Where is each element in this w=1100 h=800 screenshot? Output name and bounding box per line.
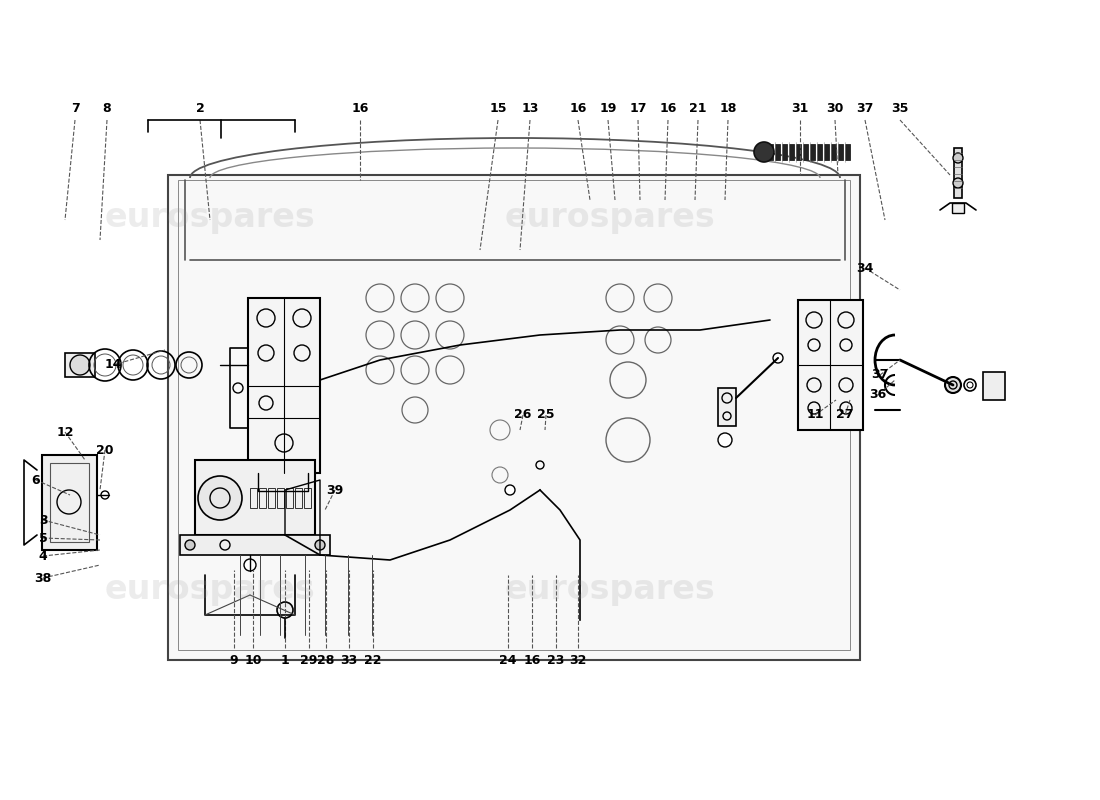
Circle shape (70, 355, 90, 375)
Text: 8: 8 (102, 102, 111, 114)
Bar (798, 300, 864, 430)
Circle shape (953, 178, 962, 188)
Bar (248, 298, 320, 473)
Bar (824, 144, 829, 160)
Bar (817, 144, 822, 160)
Text: 9: 9 (230, 654, 239, 666)
Text: 39: 39 (327, 483, 343, 497)
Bar (796, 144, 801, 160)
Bar (845, 144, 850, 160)
Bar (277, 488, 284, 508)
Bar (304, 488, 311, 508)
Text: 29: 29 (300, 654, 318, 666)
Circle shape (773, 353, 783, 363)
Text: 14: 14 (104, 358, 122, 371)
Text: 15: 15 (490, 102, 507, 114)
Text: 23: 23 (548, 654, 564, 666)
Text: 2: 2 (196, 102, 205, 114)
Bar (776, 144, 780, 160)
Text: 19: 19 (600, 102, 617, 114)
Text: eurospares: eurospares (104, 574, 316, 606)
Text: eurospares: eurospares (104, 202, 316, 234)
Text: 16: 16 (524, 654, 541, 666)
Text: 10: 10 (244, 654, 262, 666)
Text: 25: 25 (537, 409, 554, 422)
Circle shape (505, 485, 515, 495)
Text: 38: 38 (34, 571, 52, 585)
Text: 7: 7 (70, 102, 79, 114)
Circle shape (953, 153, 962, 163)
Text: 34: 34 (856, 262, 873, 274)
Bar (42, 455, 97, 550)
Text: 35: 35 (891, 102, 909, 114)
Text: 28: 28 (317, 654, 334, 666)
Bar (952, 203, 964, 213)
Circle shape (754, 142, 774, 162)
Bar (768, 144, 773, 160)
Text: 12: 12 (56, 426, 74, 438)
Circle shape (198, 476, 242, 520)
Text: eurospares: eurospares (505, 202, 715, 234)
Circle shape (964, 379, 976, 391)
Text: 16: 16 (570, 102, 586, 114)
Bar (789, 144, 794, 160)
Text: 37: 37 (871, 369, 889, 382)
Circle shape (101, 491, 109, 499)
Bar (810, 144, 815, 160)
Text: 37: 37 (856, 102, 873, 114)
Bar (838, 144, 843, 160)
Text: 11: 11 (806, 409, 824, 422)
Circle shape (945, 377, 961, 393)
Text: 22: 22 (364, 654, 382, 666)
Circle shape (718, 433, 732, 447)
Bar (268, 488, 275, 508)
Bar (168, 175, 860, 660)
Bar (954, 148, 962, 198)
Text: 30: 30 (826, 102, 844, 114)
Text: 3: 3 (39, 514, 47, 526)
Text: 36: 36 (869, 389, 887, 402)
Text: 17: 17 (629, 102, 647, 114)
Circle shape (244, 559, 256, 571)
Bar (65, 353, 95, 377)
Text: 16: 16 (659, 102, 676, 114)
Circle shape (185, 540, 195, 550)
Bar (50, 463, 89, 542)
Text: 21: 21 (690, 102, 706, 114)
Text: 5: 5 (39, 531, 47, 545)
Text: 27: 27 (836, 409, 854, 422)
Text: 31: 31 (791, 102, 808, 114)
Bar (178, 180, 850, 650)
Text: 16: 16 (351, 102, 369, 114)
Bar (250, 488, 257, 508)
Text: 26: 26 (515, 409, 531, 422)
Text: eurospares: eurospares (505, 574, 715, 606)
Text: 32: 32 (570, 654, 586, 666)
Text: 24: 24 (499, 654, 517, 666)
Text: 33: 33 (340, 654, 358, 666)
Text: 4: 4 (39, 550, 47, 562)
Bar (983, 372, 1005, 400)
Bar (782, 144, 786, 160)
Bar (803, 144, 808, 160)
Text: 1: 1 (280, 654, 289, 666)
Text: 13: 13 (521, 102, 539, 114)
Bar (830, 144, 836, 160)
Bar (718, 388, 736, 426)
Circle shape (277, 602, 293, 618)
Text: 20: 20 (97, 443, 113, 457)
Text: 18: 18 (719, 102, 737, 114)
Text: 6: 6 (32, 474, 41, 486)
Bar (286, 488, 293, 508)
Bar (180, 535, 330, 555)
Bar (258, 488, 266, 508)
Bar (195, 460, 315, 535)
Bar (295, 488, 302, 508)
Circle shape (315, 540, 324, 550)
